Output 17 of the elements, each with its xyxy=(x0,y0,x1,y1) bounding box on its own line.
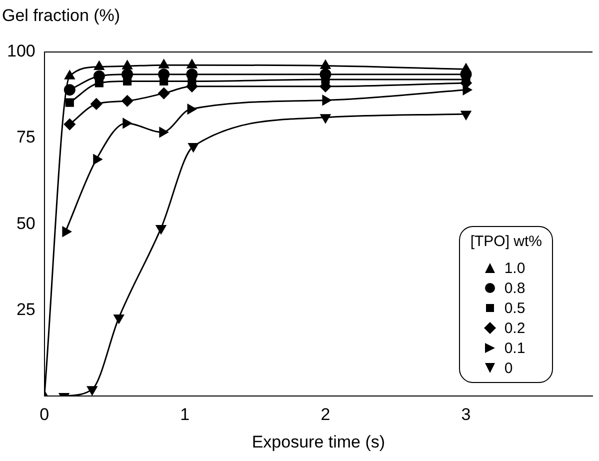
y-axis-title: Gel fraction (%) xyxy=(2,6,120,26)
x-tick-label: 0 xyxy=(40,405,50,424)
y-tick-label: 25 xyxy=(16,300,36,319)
x-tick-label: 3 xyxy=(461,405,471,424)
legend-label: 0.5 xyxy=(504,300,526,316)
y-tick-label: 75 xyxy=(16,128,36,147)
legend-label: 0.8 xyxy=(504,280,526,296)
x-axis-title: Exposure time (s) xyxy=(252,432,386,452)
x-tick-label: 2 xyxy=(320,405,330,424)
legend-label: 0 xyxy=(504,360,513,376)
y-tick-label: 100 xyxy=(6,42,36,61)
legend-label: 0.2 xyxy=(504,320,526,336)
x-tick-label: 1 xyxy=(180,405,190,424)
legend-label: 0.1 xyxy=(504,340,526,356)
legend-label: 1.0 xyxy=(504,260,526,276)
y-tick-label: 50 xyxy=(16,214,36,233)
legend-title: [TPO] wt% xyxy=(470,233,542,250)
